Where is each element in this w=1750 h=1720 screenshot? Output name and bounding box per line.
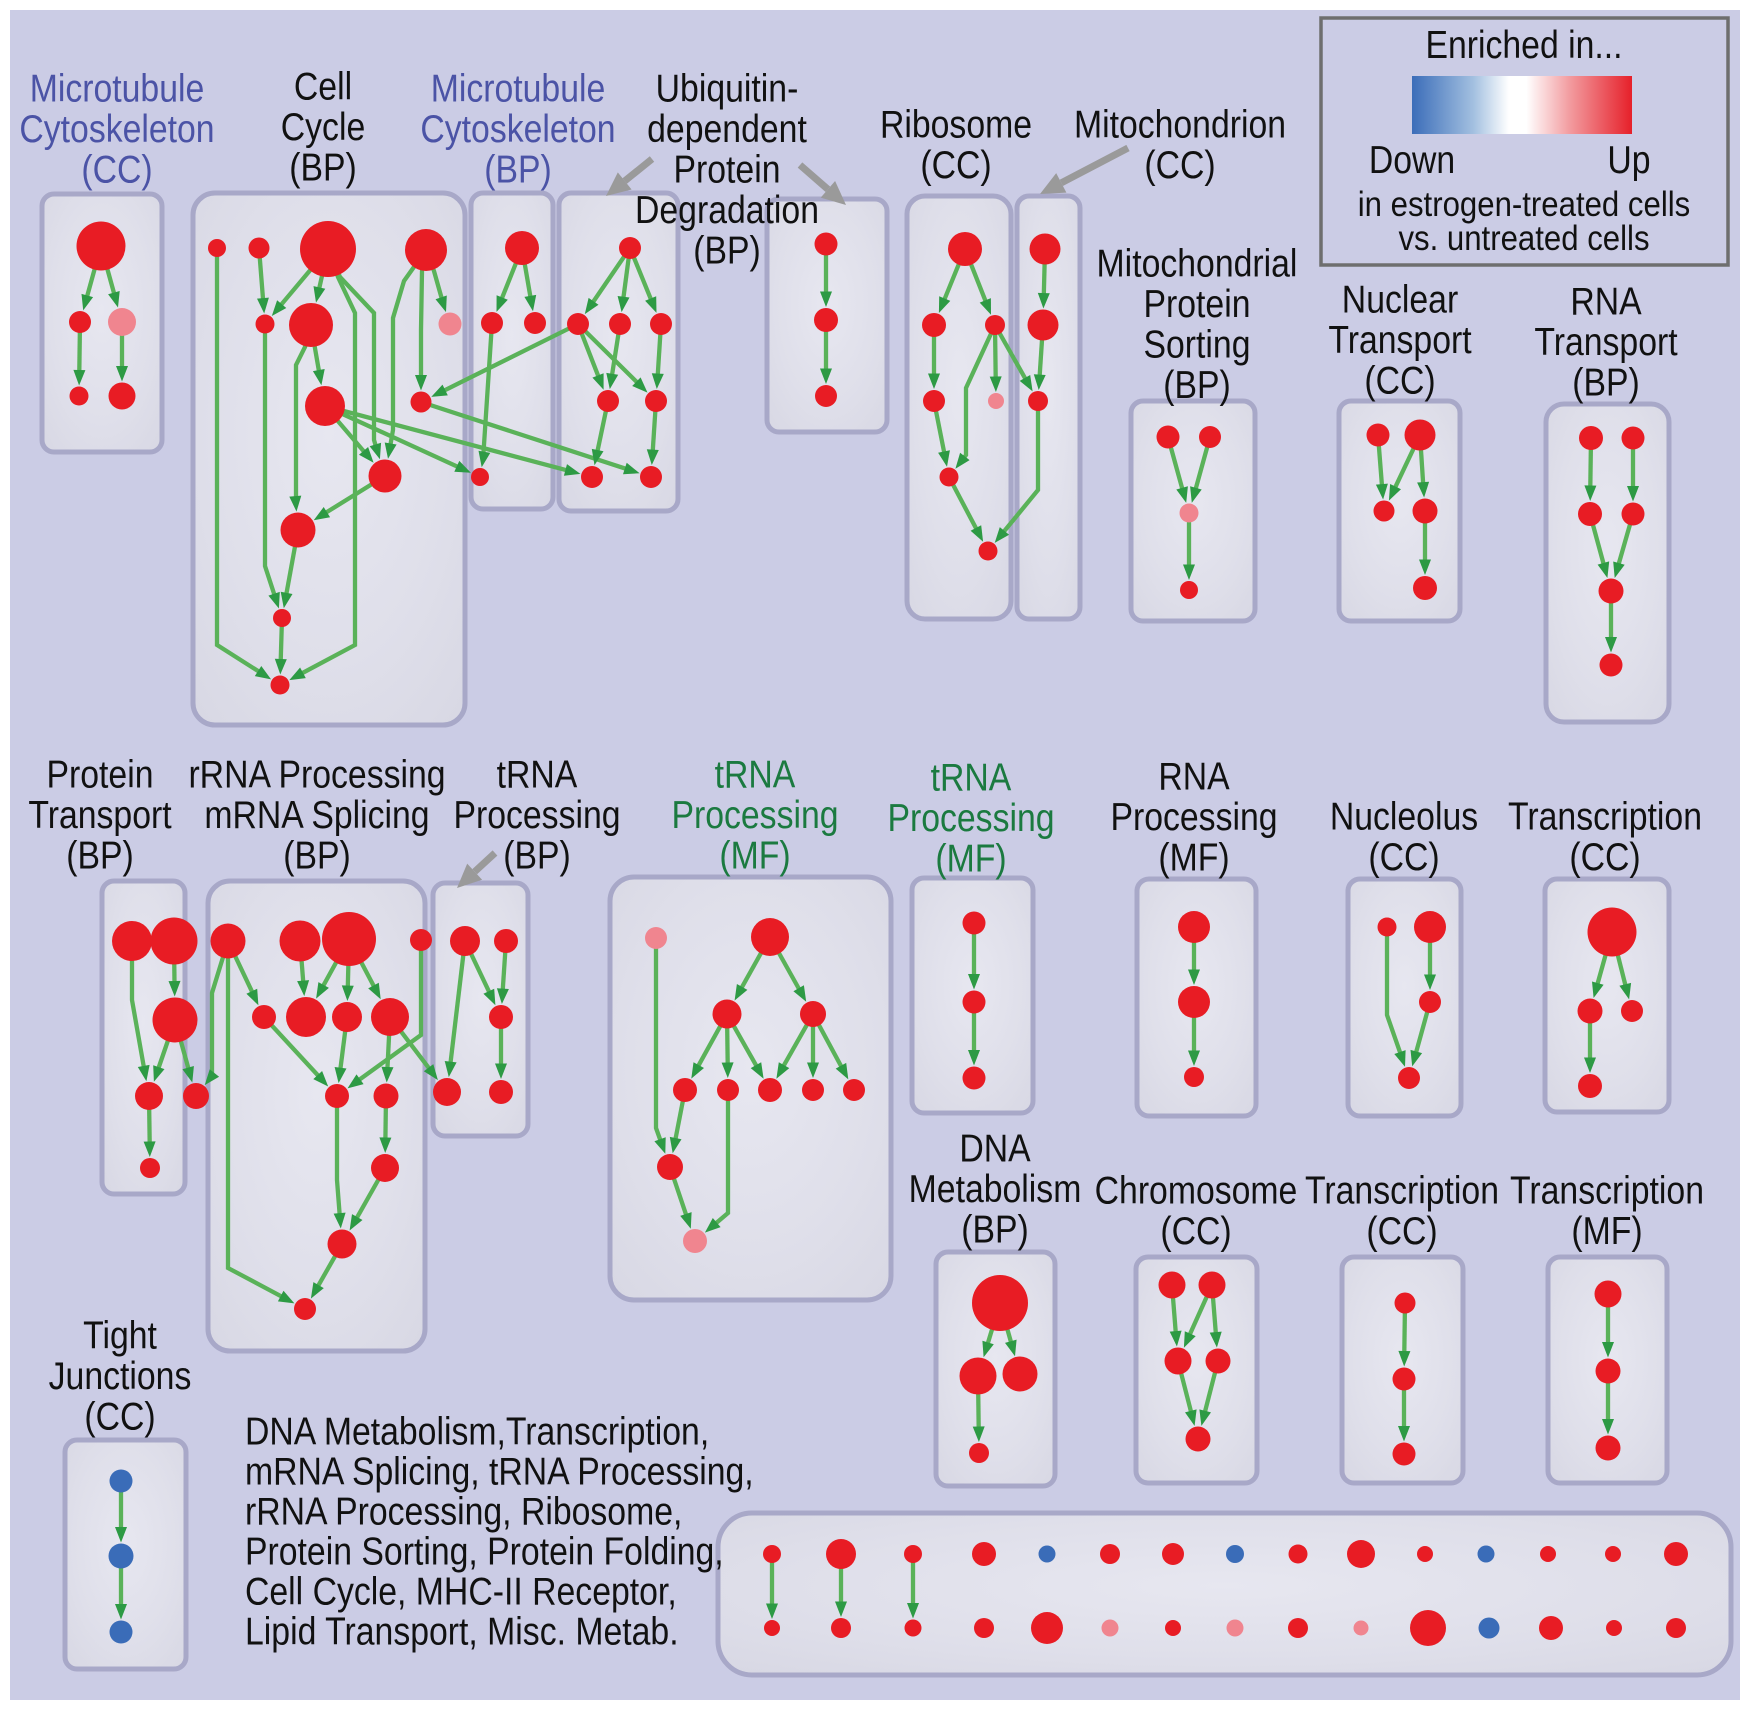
svg-text:(CC): (CC) (84, 1396, 155, 1439)
svg-text:Down: Down (1369, 139, 1455, 182)
svg-text:Metabolism: Metabolism (909, 1168, 1082, 1211)
svg-text:Junctions: Junctions (49, 1355, 192, 1398)
svg-text:(BP): (BP) (1163, 364, 1231, 407)
svg-text:(CC): (CC) (81, 149, 152, 192)
svg-text:(MF): (MF) (935, 838, 1006, 881)
svg-text:(CC): (CC) (1366, 1210, 1437, 1253)
svg-text:tRNA: tRNA (497, 754, 578, 797)
svg-text:Processing: Processing (453, 794, 620, 837)
svg-text:mRNA Splicing, tRNA Processing: mRNA Splicing, tRNA Processing, (245, 1451, 754, 1494)
svg-text:Cycle: Cycle (281, 106, 366, 149)
svg-text:Transport: Transport (28, 794, 171, 837)
svg-text:(BP): (BP) (1572, 362, 1640, 405)
svg-text:Degradation: Degradation (635, 189, 819, 232)
svg-text:(CC): (CC) (1160, 1210, 1231, 1253)
svg-text:Sorting: Sorting (1144, 324, 1251, 367)
svg-text:Lipid Transport, Misc. Metab.: Lipid Transport, Misc. Metab. (245, 1611, 679, 1654)
svg-text:(CC): (CC) (1569, 836, 1640, 879)
svg-text:Transport: Transport (1328, 319, 1471, 362)
svg-text:(CC): (CC) (1368, 836, 1439, 879)
svg-text:Transcription: Transcription (1508, 796, 1702, 839)
svg-text:Protein Sorting, Protein Foldi: Protein Sorting, Protein Folding, (245, 1531, 724, 1574)
svg-text:Up: Up (1607, 139, 1650, 182)
svg-text:vs. untreated cells: vs. untreated cells (1398, 219, 1649, 258)
svg-text:RNA: RNA (1570, 281, 1641, 324)
svg-text:(MF): (MF) (1158, 837, 1229, 880)
svg-text:(MF): (MF) (719, 835, 790, 878)
svg-text:(BP): (BP) (961, 1209, 1029, 1252)
svg-text:Microtubule: Microtubule (30, 68, 205, 111)
svg-text:Protein: Protein (47, 754, 154, 797)
svg-text:Mitochondrial: Mitochondrial (1097, 243, 1298, 286)
svg-text:(BP): (BP) (66, 835, 134, 878)
svg-text:Tight: Tight (83, 1315, 157, 1358)
svg-text:DNA: DNA (959, 1128, 1030, 1171)
svg-text:Ubiquitin-: Ubiquitin- (656, 68, 799, 111)
svg-text:Processing: Processing (887, 797, 1054, 840)
svg-text:Transcription: Transcription (1305, 1170, 1499, 1213)
svg-text:Cytoskeleton: Cytoskeleton (420, 108, 615, 151)
svg-text:tRNA: tRNA (715, 754, 796, 797)
svg-text:Protein: Protein (1144, 283, 1251, 326)
svg-text:Mitochondrion: Mitochondrion (1074, 104, 1286, 147)
svg-text:Transcription: Transcription (1510, 1170, 1704, 1213)
svg-text:rRNA Processing: rRNA Processing (188, 754, 445, 797)
svg-text:DNA Metabolism,Transcription,: DNA Metabolism,Transcription, (245, 1411, 709, 1454)
svg-text:Cell: Cell (294, 66, 352, 109)
svg-text:(CC): (CC) (1144, 144, 1215, 187)
svg-text:Processing: Processing (671, 794, 838, 837)
svg-text:Microtubule: Microtubule (431, 68, 606, 111)
svg-text:Processing: Processing (1110, 796, 1277, 839)
svg-text:Ribosome: Ribosome (880, 104, 1032, 147)
svg-text:mRNA Splicing: mRNA Splicing (204, 794, 429, 837)
svg-text:(CC): (CC) (1364, 360, 1435, 403)
svg-text:Nuclear: Nuclear (1342, 279, 1458, 322)
svg-text:(BP): (BP) (503, 835, 571, 878)
svg-text:Nucleolus: Nucleolus (1330, 796, 1478, 839)
svg-text:(MF): (MF) (1571, 1210, 1642, 1253)
svg-text:(BP): (BP) (693, 230, 761, 273)
svg-text:dependent: dependent (647, 108, 807, 151)
svg-text:RNA: RNA (1158, 756, 1229, 799)
svg-text:Cell Cycle, MHC-II Receptor,: Cell Cycle, MHC-II Receptor, (245, 1571, 677, 1614)
svg-text:Transport: Transport (1534, 321, 1677, 364)
svg-text:Cytoskeleton: Cytoskeleton (19, 108, 214, 151)
svg-text:Enriched in...: Enriched in... (1425, 24, 1622, 67)
svg-text:(BP): (BP) (289, 147, 357, 190)
svg-text:(CC): (CC) (920, 144, 991, 187)
svg-text:tRNA: tRNA (931, 757, 1012, 800)
svg-text:in estrogen-treated cells: in estrogen-treated cells (1358, 185, 1691, 224)
svg-text:(BP): (BP) (484, 149, 552, 192)
svg-text:Chromosome: Chromosome (1095, 1170, 1298, 1213)
svg-text:(BP): (BP) (283, 835, 351, 878)
svg-text:Protein: Protein (674, 149, 781, 192)
svg-text:rRNA Processing, Ribosome,: rRNA Processing, Ribosome, (245, 1491, 682, 1534)
